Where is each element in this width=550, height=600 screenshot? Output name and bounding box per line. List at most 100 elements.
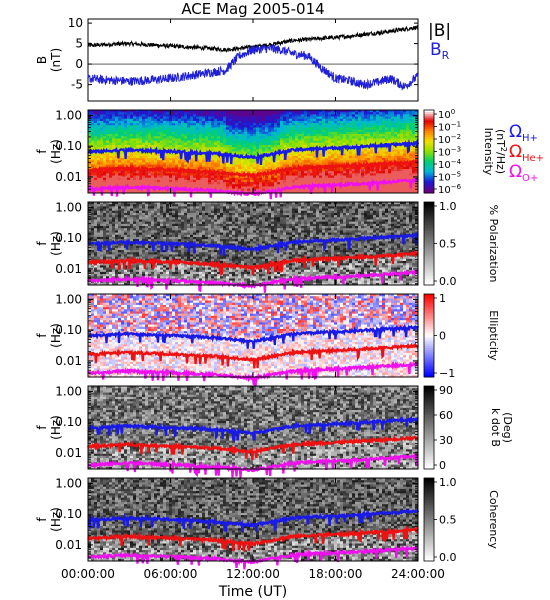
spectrogram-cell xyxy=(307,127,311,131)
spectrogram-cell xyxy=(259,116,263,120)
spectrogram-cell xyxy=(211,129,215,133)
spectrogram-cell xyxy=(199,160,203,163)
spectrogram-cell xyxy=(367,158,371,161)
spectrogram-cell xyxy=(349,127,353,131)
spectrogram-cell xyxy=(217,138,221,141)
spectrogram-cell xyxy=(148,123,152,126)
spectrogram-cell xyxy=(259,134,263,137)
spectrogram-cell xyxy=(364,158,368,161)
spectrogram-cell xyxy=(403,151,407,155)
spectrogram-cell xyxy=(169,147,173,150)
spectrogram-cell xyxy=(151,158,155,161)
spectrogram-cell xyxy=(208,116,212,120)
spectrogram-cell xyxy=(151,151,155,155)
spectrogram-cell xyxy=(106,179,110,183)
spectrogram-cell xyxy=(211,149,215,152)
spectrogram-cell xyxy=(187,179,191,183)
spectrogram-cell xyxy=(187,110,191,113)
spectrogram-cell xyxy=(352,125,356,128)
spectrogram-cell xyxy=(136,110,140,113)
spectrogram-cell xyxy=(124,112,128,115)
spectrogram-cell xyxy=(403,155,407,159)
spectrogram-cell xyxy=(220,186,224,190)
spectrogram-cell xyxy=(382,118,386,122)
spectrogram-cell xyxy=(409,177,413,181)
spectrogram-cell xyxy=(364,125,368,128)
spectrogram-cell xyxy=(184,127,188,131)
spectrogram-cell xyxy=(169,179,173,183)
spectrogram-cell xyxy=(187,129,191,133)
spectrogram-cell xyxy=(172,134,176,137)
spectrogram-cell xyxy=(136,160,140,163)
spectrogram-cell xyxy=(274,177,278,181)
spectrogram-cell xyxy=(244,142,248,146)
spectrogram-cell xyxy=(157,188,161,192)
spectrogram-cell xyxy=(127,151,131,155)
spectrogram-cell xyxy=(277,177,281,181)
spectrogram-cell xyxy=(265,168,269,172)
spectrogram-cell xyxy=(121,153,125,157)
spectrogram-cell xyxy=(130,158,134,161)
spectrogram-cell xyxy=(316,138,320,141)
spectrogram-cell xyxy=(292,114,296,117)
spectrogram-cell xyxy=(223,112,227,115)
spectrogram-cell xyxy=(319,129,323,133)
spectrogram-cell xyxy=(334,175,338,179)
spectrogram-cell xyxy=(304,120,308,124)
spectrogram-cell xyxy=(106,177,110,181)
spectrogram-cell xyxy=(115,177,119,181)
spectrogram-cell xyxy=(139,136,143,139)
colorbar-tick-label: 10−1 xyxy=(438,121,461,134)
spectrogram-cell xyxy=(409,155,413,159)
spectrogram-cell xyxy=(136,142,140,146)
spectrogram-cell xyxy=(142,142,146,146)
frequency-axis-label-name: f xyxy=(35,149,49,154)
spectrogram-cell xyxy=(169,116,173,120)
spectrogram-cell xyxy=(277,138,281,141)
spectrogram-cell xyxy=(244,134,248,137)
spectrogram-cell xyxy=(382,149,386,152)
spectrogram-cell xyxy=(229,166,233,170)
spectrogram-cell xyxy=(124,190,128,194)
spectrogram-cell xyxy=(211,147,215,150)
spectrogram-cell xyxy=(340,171,344,174)
spectrogram-cell xyxy=(172,162,176,165)
spectrogram-cell xyxy=(394,129,398,133)
spectrogram-cell xyxy=(385,147,389,150)
spectrogram-cell xyxy=(334,129,338,133)
spectrogram-cell xyxy=(349,144,353,148)
spectrogram-cell xyxy=(286,116,290,120)
spectrogram-cell xyxy=(292,153,296,157)
spectrogram-cell xyxy=(154,140,158,144)
spectrogram-cell xyxy=(331,173,335,176)
spectrogram-cell xyxy=(232,123,236,126)
spectrogram-cell xyxy=(214,147,218,150)
spectrogram-cell xyxy=(331,182,335,185)
spectrogram-cell xyxy=(334,131,338,135)
spectrogram-cell xyxy=(382,171,386,174)
spectrogram-cell xyxy=(373,177,377,181)
spectrogram-cell xyxy=(400,155,404,159)
spectrogram-cell xyxy=(403,127,407,131)
spectrogram-cell xyxy=(136,147,140,150)
spectrogram-cell xyxy=(178,134,182,137)
spectrogram-cell xyxy=(391,112,395,115)
spectrogram-cell xyxy=(259,182,263,185)
spectrogram-cell xyxy=(280,179,284,183)
spectrogram-cell xyxy=(295,112,299,115)
spectrogram-cell xyxy=(289,179,293,183)
spectrogram-cell xyxy=(292,134,296,137)
spectrogram-cell xyxy=(409,164,413,168)
spectrogram-cell xyxy=(277,179,281,183)
spectrogram-cell xyxy=(166,155,170,159)
spectrogram-cell xyxy=(199,129,203,133)
spectrogram-cell xyxy=(121,175,125,179)
spectrogram-cell xyxy=(244,149,248,152)
spectrogram-cell xyxy=(160,158,164,161)
spectrogram-cell xyxy=(205,179,209,183)
spectrogram-cell xyxy=(385,110,389,113)
spectrogram-cell xyxy=(100,158,104,161)
spectrogram-cell xyxy=(355,158,359,161)
spectrogram-cell xyxy=(271,142,275,146)
spectrogram-cell xyxy=(409,190,413,194)
